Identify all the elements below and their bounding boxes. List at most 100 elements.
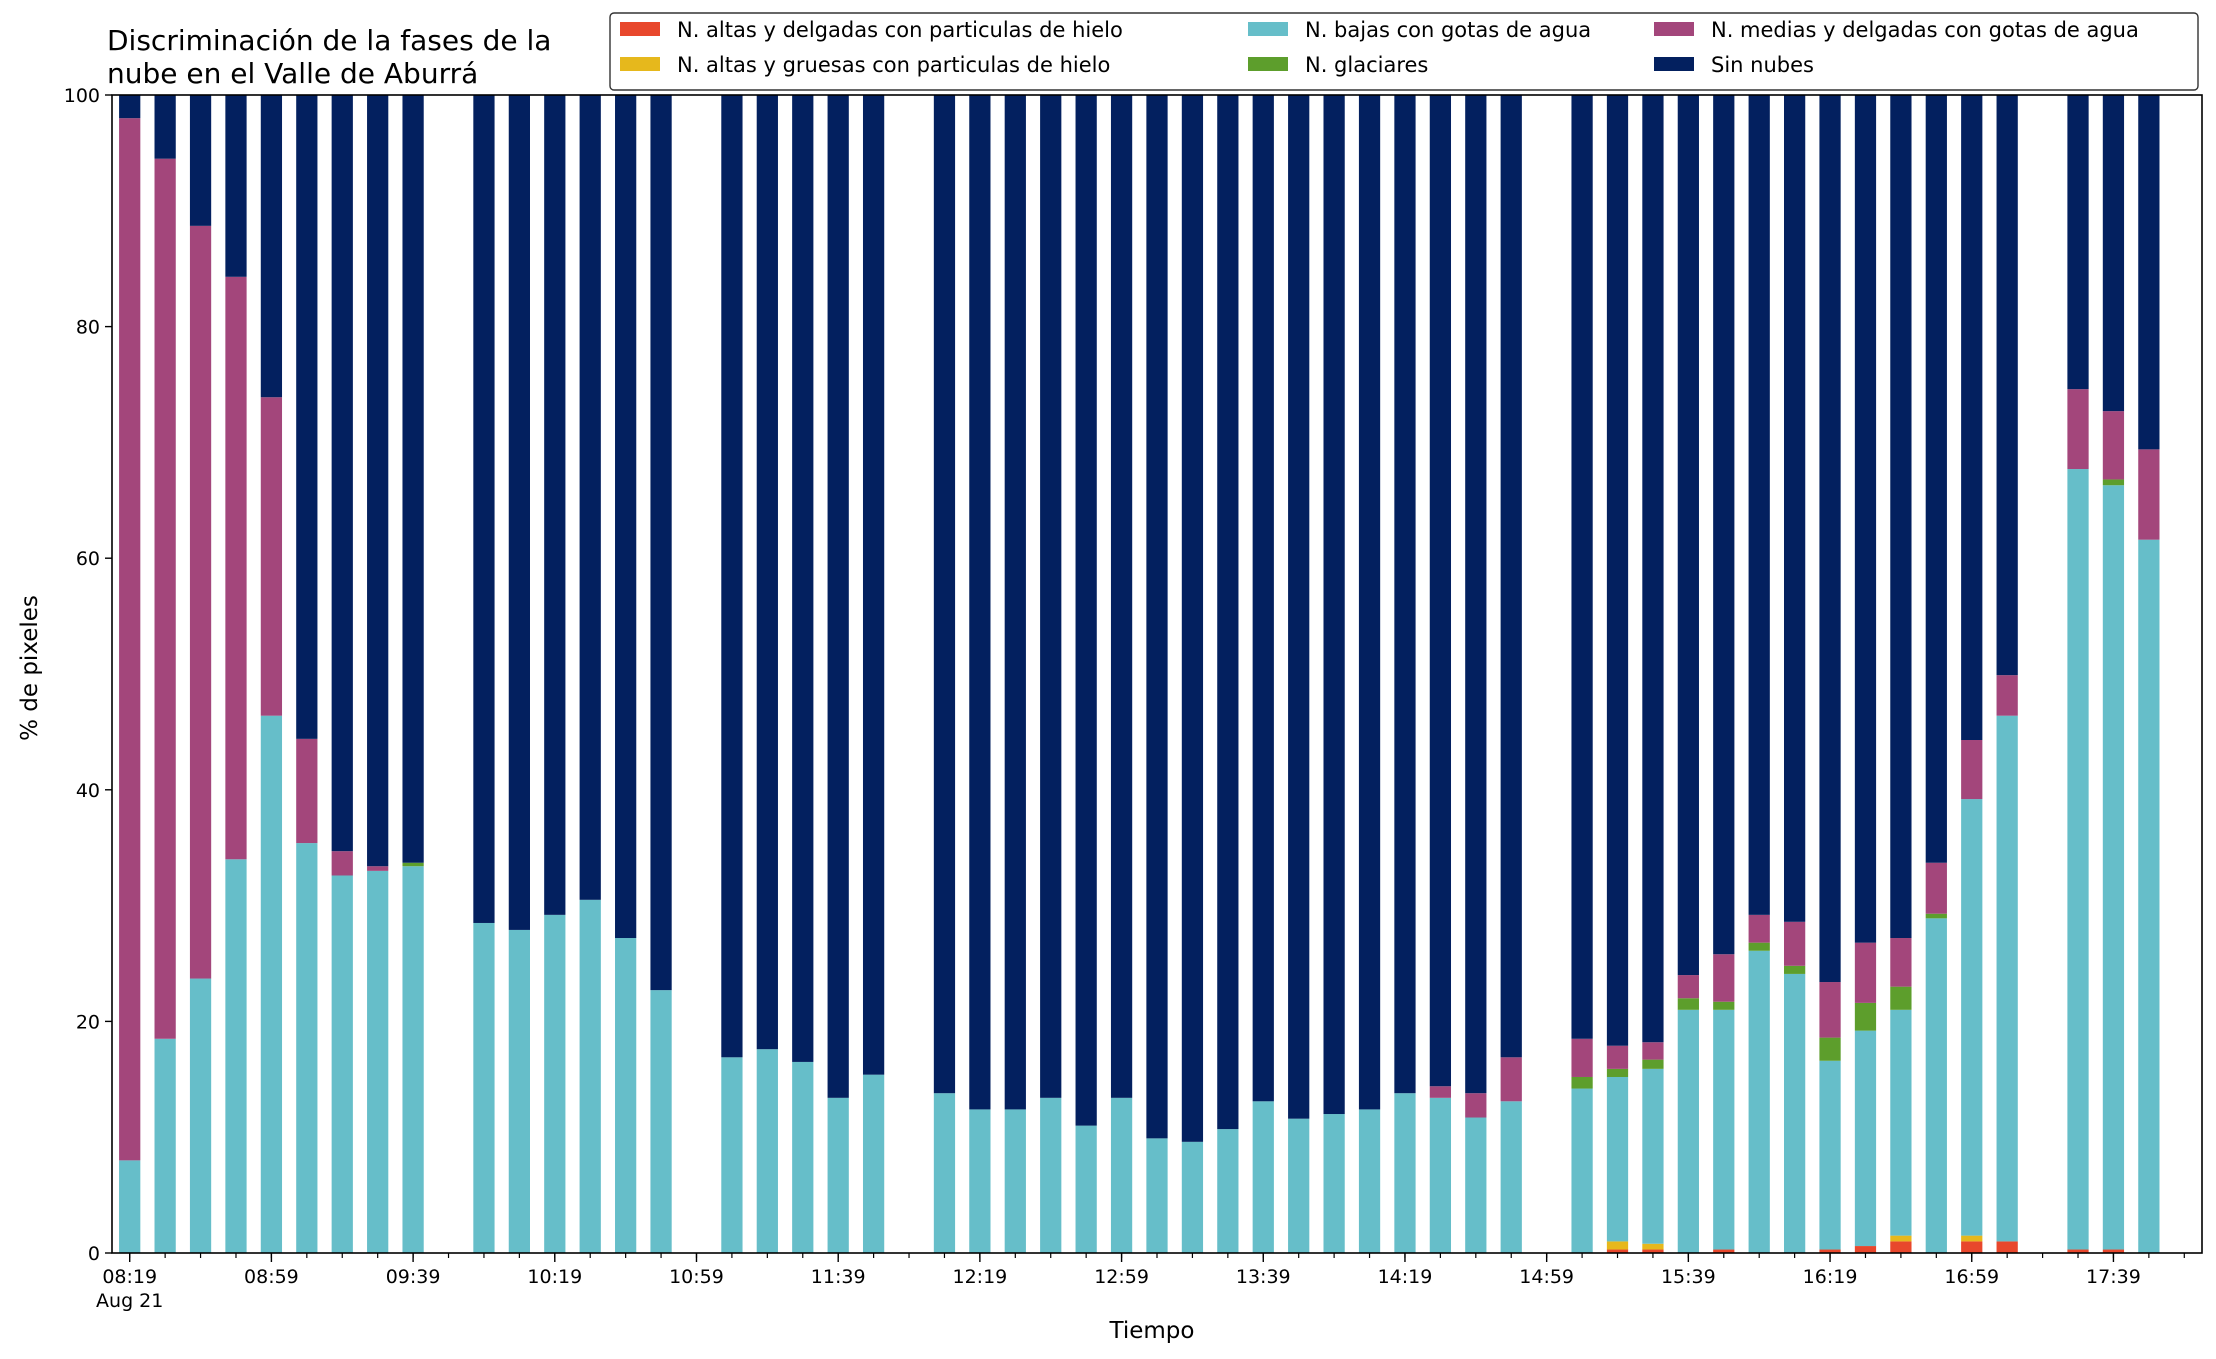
bar-segment (1146, 1138, 1168, 1253)
bar-segment (1500, 95, 1522, 1058)
legend-box (609, 12, 2199, 91)
bar-segment (1642, 95, 1664, 1043)
x-tick-label: 12:19 (952, 1266, 1007, 1288)
bar-segment (367, 870, 389, 1253)
bar-segment (1465, 1117, 1487, 1253)
bar-stack-1659 (1961, 95, 1983, 1253)
bar-stack-1139 (827, 95, 849, 1253)
x-tick-label: 15:39 (1661, 1266, 1716, 1288)
bar-segment (1606, 1249, 1629, 1253)
bar-segment (473, 922, 495, 1253)
bar-segment (579, 899, 601, 1253)
bar-segment (2102, 411, 2125, 480)
bar-stack-1539 (1677, 95, 1699, 1253)
bar-segment (2138, 95, 2160, 450)
chart-title-line-1: Discriminación de la fases de la (107, 24, 551, 57)
x-tick-label: 08:59 (244, 1266, 299, 1288)
bar-segment (367, 95, 389, 867)
bar-segment (933, 95, 956, 1094)
y-tick-label: 40 (76, 780, 100, 802)
legend-label: N. bajas con gotas de agua (1305, 18, 1591, 42)
bar-segment (1819, 1037, 1841, 1061)
bar-segment (1571, 95, 1593, 1039)
bar-stack-1239 (1040, 95, 1062, 1253)
bar-segment (1819, 1249, 1841, 1253)
y-tick-label: 60 (76, 548, 100, 570)
bar-segment (119, 118, 141, 1161)
bar-segment (1925, 913, 1947, 919)
bar-segment (1713, 95, 1735, 955)
bar-stack-1639 (1890, 95, 1912, 1253)
bar-stack-0909 (296, 95, 318, 1253)
x-tick-label: 11:39 (811, 1266, 866, 1288)
bar-segment (1748, 942, 1770, 951)
bar-segment (1748, 914, 1770, 943)
bar-segment (544, 95, 566, 915)
legend-item: N. altas y gruesas con particulas de hie… (620, 53, 1110, 77)
bar-stack-1619 (1819, 95, 1841, 1253)
bar-segment (1961, 1241, 1983, 1253)
bar-segment (1217, 95, 1239, 1130)
bar-segment (1288, 95, 1310, 1119)
bar-segment (1642, 1068, 1664, 1244)
bar-stack-1209 (933, 95, 956, 1253)
bar-segment (1713, 1009, 1735, 1250)
bar-stack-1319 (1181, 95, 1204, 1253)
bar-segment (792, 1061, 814, 1253)
bar-segment (402, 95, 424, 863)
bar-segment (2102, 95, 2125, 412)
bar-segment (1996, 715, 2018, 1242)
bar-segment (1571, 1038, 1593, 1077)
bar-segment (1394, 95, 1416, 1094)
bar-stack-1749 (2138, 95, 2160, 1253)
bar-segment (1854, 942, 1877, 1003)
bar-stack-1349 (1288, 95, 1310, 1253)
legend-swatch (620, 57, 660, 71)
bar-stack-1359 (1323, 95, 1345, 1253)
bar-segment (544, 914, 566, 1253)
legend-item: N. altas y delgadas con particulas de hi… (620, 18, 1123, 42)
legend-label: N. altas y gruesas con particulas de hie… (677, 53, 1110, 77)
bar-segment (1854, 95, 1877, 943)
bar-stack-1419 (1394, 95, 1416, 1253)
bar-segment (1925, 95, 1947, 863)
legend-label: N. altas y delgadas con particulas de hi… (677, 18, 1123, 42)
bar-segment (1677, 975, 1699, 999)
bar-segment (1677, 1009, 1699, 1253)
legend-swatch (1654, 57, 1694, 71)
bar-stack-1649 (1925, 95, 1947, 1253)
bar-segment (1181, 95, 1204, 1142)
bar-stack-1019 (544, 95, 566, 1253)
bar-segment (2067, 95, 2089, 390)
bar-segment (721, 1057, 743, 1253)
legend-swatch (1654, 22, 1694, 36)
bar-segment (189, 978, 212, 1253)
x-tick-label: 14:59 (1519, 1266, 1574, 1288)
bar-stack-1729 (2067, 95, 2089, 1253)
bar-stack-1109 (721, 95, 743, 1253)
bar-segment (756, 1049, 778, 1253)
bar-segment (1642, 1042, 1664, 1060)
bar-stack-0859 (260, 95, 283, 1253)
bar-stack-1329 (1217, 95, 1239, 1253)
bar-segment (1961, 95, 1983, 741)
bar-segment (1217, 1129, 1239, 1253)
bar-segment (1961, 799, 1983, 1236)
bar-segment (1925, 862, 1947, 914)
bar-segment (2067, 469, 2089, 1250)
bar-segment (1890, 986, 1912, 1010)
bar-segment (2102, 485, 2125, 1250)
bar-segment (862, 95, 885, 1075)
bar-segment (1890, 1241, 1912, 1253)
bar-segment (969, 95, 991, 1110)
bar-segment (1784, 95, 1806, 922)
bar-segment (1819, 95, 1841, 983)
x-tick-label: 16:59 (1944, 1266, 1999, 1288)
bar-segment (1996, 1241, 2018, 1253)
bar-stack-1429 (1429, 95, 1452, 1253)
bar-segment (260, 715, 283, 1253)
bar-stack-0939 (402, 95, 424, 1253)
bar-segment (225, 276, 247, 860)
